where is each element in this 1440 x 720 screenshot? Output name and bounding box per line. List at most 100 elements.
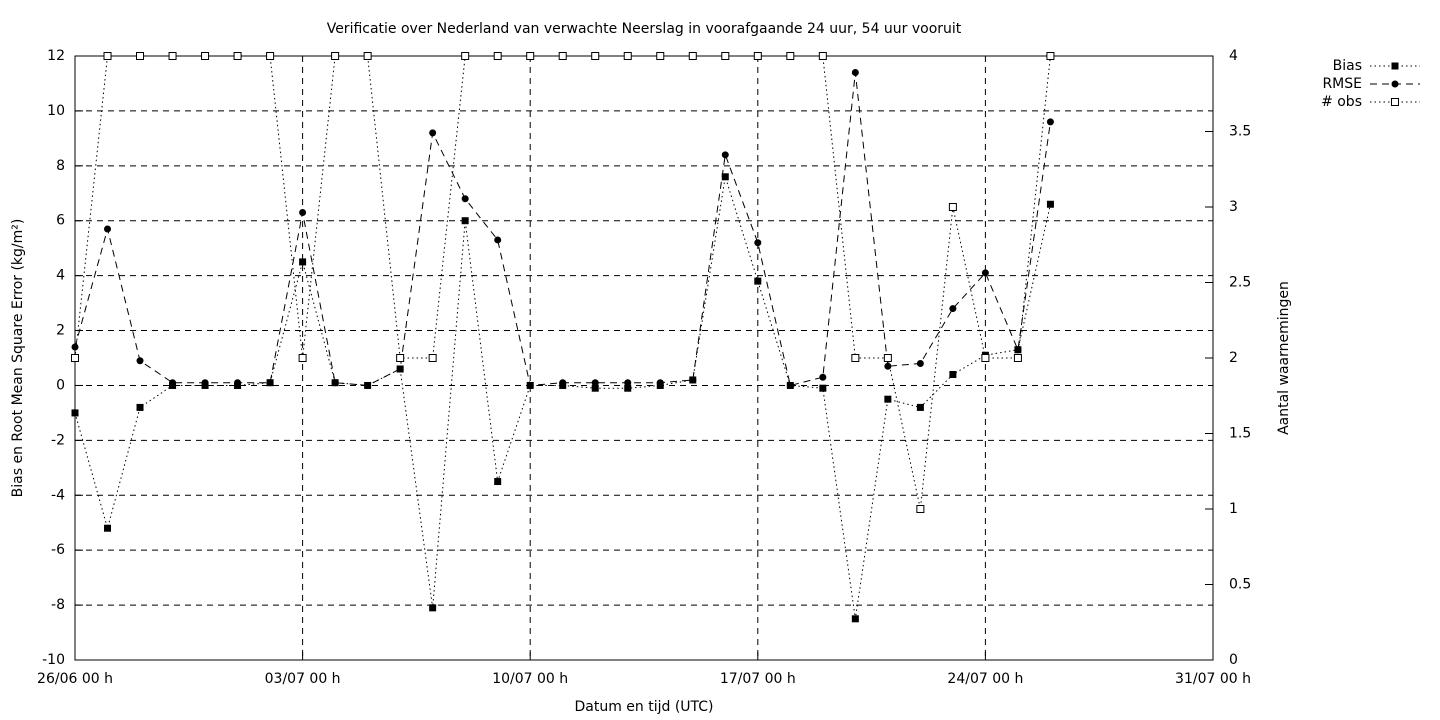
chart-title: Verificatie over Nederland van verwachte… [327, 21, 962, 37]
y2-tick-label: 2.5 [1229, 275, 1251, 291]
y-tick-label: 4 [56, 268, 65, 284]
legend-marker [1391, 80, 1399, 88]
data-point [266, 52, 275, 60]
data-point [168, 52, 177, 60]
data-point [851, 354, 860, 362]
data-point [721, 52, 730, 60]
data-point [104, 524, 112, 532]
data-point [624, 384, 632, 392]
data-point [949, 305, 957, 313]
data-point [623, 52, 632, 60]
data-point [851, 615, 859, 623]
data-point [851, 68, 859, 76]
y-tick-label: 12 [47, 48, 65, 64]
data-point [428, 354, 437, 362]
data-point [461, 195, 469, 203]
data-point [396, 354, 405, 362]
data-point [1013, 354, 1022, 362]
y2-tick-label: 0 [1229, 652, 1238, 668]
data-point [104, 225, 112, 233]
data-point [591, 52, 600, 60]
x-tick-label: 10/07 00 h [492, 671, 568, 687]
data-point [526, 381, 534, 389]
data-point [299, 258, 307, 266]
data-point [298, 354, 307, 362]
x-tick-label: 31/07 00 h [1175, 671, 1251, 687]
data-point [818, 52, 827, 60]
data-point [71, 409, 79, 417]
data-point [396, 365, 404, 373]
data-point [916, 359, 924, 367]
data-point [1046, 118, 1054, 126]
y-axis-label: Bias en Root Mean Square Error (kg/m²) [10, 219, 26, 498]
x-tick-label: 17/07 00 h [720, 671, 796, 687]
data-point [916, 505, 925, 513]
data-point [754, 239, 762, 247]
data-point [948, 203, 957, 211]
data-point [916, 403, 924, 411]
data-point [233, 52, 242, 60]
y-tick-label: 10 [47, 103, 65, 119]
legend-label: Bias [1333, 58, 1362, 74]
data-point [624, 379, 632, 387]
y-tick-label: 0 [56, 377, 65, 393]
data-point [201, 379, 209, 387]
x-tick-label: 24/07 00 h [947, 671, 1023, 687]
y-tick-label: 2 [56, 323, 65, 339]
legend-label: # obs [1321, 94, 1362, 110]
data-point [753, 52, 762, 60]
y2-tick-label: 3.5 [1229, 124, 1251, 140]
data-point [1046, 52, 1055, 60]
data-point [786, 52, 795, 60]
series-line [74, 55, 1051, 510]
data-point [136, 357, 144, 365]
data-point [981, 269, 989, 277]
data-point [754, 277, 762, 285]
y2-tick-label: 1 [1229, 501, 1238, 517]
y2-tick-label: 0.5 [1229, 577, 1251, 593]
data-point [103, 52, 112, 60]
data-point [331, 52, 340, 60]
data-point [526, 52, 535, 60]
y2-tick-label: 2 [1229, 350, 1238, 366]
data-point [656, 379, 664, 387]
y-tick-label: -2 [51, 432, 65, 448]
data-point [558, 52, 567, 60]
data-point [884, 362, 892, 370]
data-point [721, 173, 729, 181]
data-point [494, 478, 502, 486]
x-tick-label: 03/07 00 h [265, 671, 341, 687]
data-point [71, 354, 79, 362]
data-point [689, 376, 697, 384]
data-point [591, 379, 599, 387]
data-point [721, 151, 729, 159]
data-point [136, 52, 145, 60]
data-point [363, 52, 372, 60]
legend-marker [1391, 62, 1399, 70]
data-point [429, 604, 437, 612]
data-point [559, 379, 567, 387]
y-tick-label: -8 [51, 597, 65, 613]
data-point [234, 379, 242, 387]
data-point [1046, 200, 1054, 208]
y-tick-label: 8 [56, 158, 65, 174]
data-point [786, 381, 794, 389]
series-line [74, 72, 1051, 387]
data-point [266, 379, 274, 387]
y2-tick-label: 1.5 [1229, 426, 1251, 442]
y2-tick-label: 3 [1229, 199, 1238, 215]
legend-marker [1391, 98, 1399, 106]
data-point [493, 52, 502, 60]
data-point [136, 403, 144, 411]
data-point [429, 129, 437, 137]
y-tick-label: -4 [51, 487, 65, 503]
y-tick-label: -6 [51, 542, 65, 558]
data-point [331, 379, 339, 387]
data-point [201, 52, 210, 60]
y-tick-label: -10 [42, 652, 65, 668]
data-point [169, 379, 177, 387]
data-point [656, 52, 665, 60]
data-point [461, 217, 469, 225]
data-point [494, 236, 502, 244]
data-point [949, 370, 957, 378]
